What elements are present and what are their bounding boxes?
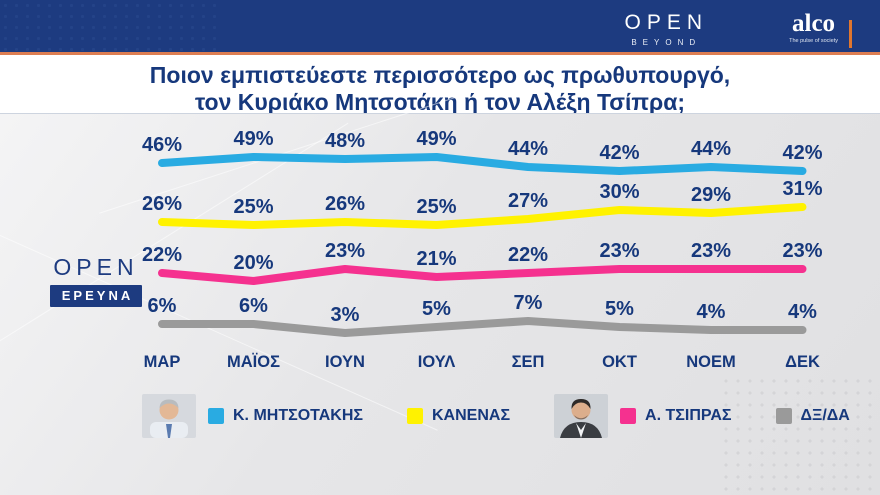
beyond-logo-text: BEYOND bbox=[631, 38, 702, 47]
x-axis-label: ΜΑΪΟΣ bbox=[227, 353, 280, 371]
legend-label-kanenas: ΚΑΝΕΝΑΣ bbox=[432, 407, 511, 424]
data-label: 26% bbox=[142, 193, 182, 215]
data-label: 29% bbox=[691, 184, 731, 206]
data-label: 46% bbox=[142, 134, 182, 156]
data-label: 44% bbox=[691, 138, 731, 160]
question-title: Ποιον εμπιστεύεστε περισσότερο ως πρωθυπ… bbox=[0, 58, 880, 115]
data-label: 23% bbox=[691, 240, 731, 262]
data-label: 49% bbox=[233, 128, 273, 150]
data-label: 22% bbox=[142, 244, 182, 266]
data-label: 25% bbox=[233, 196, 273, 218]
data-label: 21% bbox=[416, 248, 456, 270]
legend-label-mitsotakis: Κ. ΜΗΤΣΟΤΑΚΗΣ bbox=[233, 407, 363, 424]
legend-item-mitsotakis: Κ. ΜΗΤΣΟΤΑΚΗΣ bbox=[142, 394, 363, 438]
data-label: 4% bbox=[788, 301, 817, 323]
data-label: 6% bbox=[239, 295, 268, 317]
legend-item-kanenas: ΚΑΝΕΝΑΣ bbox=[407, 407, 510, 425]
data-label: 4% bbox=[697, 301, 726, 323]
data-label: 42% bbox=[599, 142, 639, 164]
data-label: 20% bbox=[233, 252, 273, 274]
legend-item-tsipras: Α. ΤΣΙΠΡΑΣ bbox=[554, 394, 732, 438]
series-line-2 bbox=[158, 265, 807, 285]
open-beyond-logo: OPEN BEYOND bbox=[624, 11, 708, 47]
legend-item-dxda: ΔΞ/ΔΑ bbox=[775, 407, 850, 425]
x-axis-label: ΙΟΥΝ bbox=[325, 353, 365, 371]
question-title-line1: Ποιον εμπιστεύεστε περισσότερο ως πρωθυπ… bbox=[149, 62, 731, 88]
legend-swatch-kanenas bbox=[407, 408, 423, 424]
open-ereyna-logo: OPEN ΕΡΕΥΝΑ bbox=[50, 254, 142, 307]
series-line-0 bbox=[158, 153, 807, 175]
legend-swatch-tsipras bbox=[620, 408, 637, 424]
data-label: 44% bbox=[508, 138, 548, 160]
dot-pattern-decoration bbox=[720, 375, 880, 495]
legend-swatch-dxda bbox=[775, 408, 792, 424]
data-label: 31% bbox=[782, 178, 822, 200]
data-label: 5% bbox=[605, 298, 634, 320]
x-axis-label: ΙΟΥΛ bbox=[418, 353, 455, 371]
chart-panel: OPEN ΕΡΕΥΝΑ 46% 49% 48% 49% 44% 42% 44% 42% 26% 2… bbox=[0, 95, 880, 495]
data-label: 25% bbox=[416, 196, 456, 218]
data-label: 7% bbox=[514, 292, 543, 314]
x-axis-label: ΟΚΤ bbox=[602, 353, 637, 371]
x-axis-label: ΜΑΡ bbox=[144, 353, 181, 371]
alco-logo: alco The pulse of society bbox=[789, 10, 838, 44]
open-ereyna-brand: OPEN bbox=[53, 254, 139, 280]
trust-trend-line-chart: 46% 49% 48% 49% 44% 42% 44% 42% 26% 25% 26% 25% 27% 3… bbox=[142, 128, 823, 371]
tsipras-photo bbox=[554, 394, 609, 438]
alco-tagline: The pulse of society bbox=[789, 38, 838, 44]
data-label: 27% bbox=[508, 190, 548, 212]
data-label: 26% bbox=[325, 193, 365, 215]
data-label: 23% bbox=[599, 240, 639, 262]
legend-label-dxda: ΔΞ/ΔΑ bbox=[800, 407, 850, 424]
data-label: 49% bbox=[416, 128, 456, 150]
data-label: 3% bbox=[331, 304, 360, 326]
alco-orange-bar bbox=[849, 20, 852, 48]
top-bar: OPEN BEYOND alco The pulse of society bbox=[0, 0, 880, 55]
open-ereyna-sub: ΕΡΕΥΝΑ bbox=[50, 285, 142, 307]
data-label: 23% bbox=[782, 240, 822, 262]
series-line-3 bbox=[158, 317, 807, 337]
data-label: 6% bbox=[148, 295, 177, 317]
data-label: 5% bbox=[422, 298, 451, 320]
legend-label-tsipras: Α. ΤΣΙΠΡΑΣ bbox=[645, 407, 732, 424]
data-label: 42% bbox=[782, 142, 822, 164]
data-label: 48% bbox=[325, 130, 365, 152]
series-line-1 bbox=[158, 203, 807, 229]
x-axis-label: ΔΕΚ bbox=[785, 353, 820, 371]
legend-swatch-mitsotakis bbox=[208, 408, 224, 424]
data-label: 30% bbox=[599, 181, 639, 203]
data-label: 23% bbox=[325, 240, 365, 262]
data-label: 22% bbox=[508, 244, 548, 266]
alco-logo-text: alco bbox=[792, 10, 836, 37]
x-axis-label: ΣΕΠ bbox=[512, 353, 545, 371]
dot-pattern-decoration bbox=[0, 0, 220, 55]
x-axis-label: ΝΟΕΜ bbox=[686, 353, 736, 371]
open-logo-text: OPEN bbox=[624, 11, 708, 34]
mitsotakis-photo bbox=[142, 394, 196, 438]
chart-legend: Κ. ΜΗΤΣΟΤΑΚΗΣ ΚΑΝΕΝΑΣ Α. ΤΣΙΠΡΑΣ bbox=[142, 393, 850, 439]
